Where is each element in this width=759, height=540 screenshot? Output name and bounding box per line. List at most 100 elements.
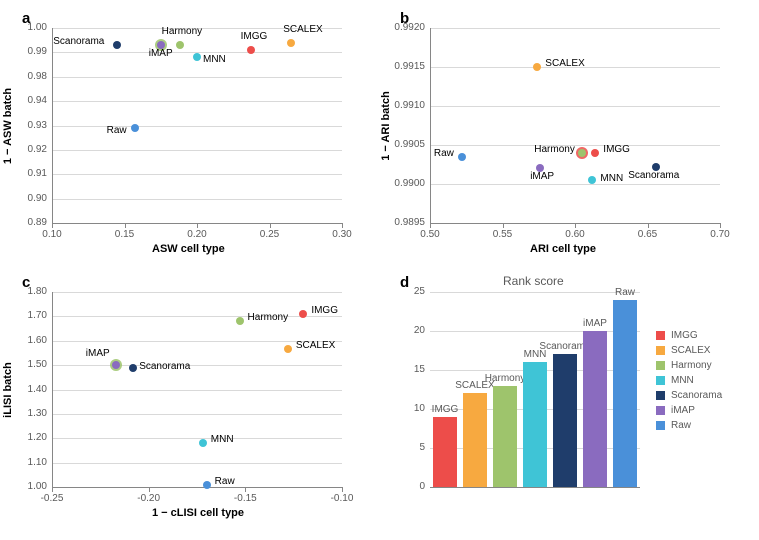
point-label: Harmony: [162, 26, 203, 37]
y-tick: 0.98: [7, 71, 47, 82]
point-label: SCALEX: [545, 58, 584, 69]
point-scanorama: [129, 364, 137, 372]
x-axis-title: ASW cell type: [152, 243, 225, 255]
bar-harmony: [493, 386, 517, 487]
legend-label: Harmony: [671, 360, 712, 371]
legend-label: Scanorama: [671, 390, 722, 401]
y-tick: 1.00: [7, 22, 47, 33]
y-tick: 0.89: [7, 217, 47, 228]
legend-label: Raw: [671, 420, 691, 431]
y-tick: 0.9900: [385, 178, 425, 189]
point-raw: [458, 153, 466, 161]
legend-item: SCALEX: [656, 345, 722, 356]
legend-swatch: [656, 391, 665, 400]
point-label: MNN: [203, 54, 226, 65]
legend-label: IMGG: [671, 330, 698, 341]
y-tick: 1.80: [7, 286, 47, 297]
y-tick: 1.10: [7, 457, 47, 468]
bar-label: IMGG: [432, 404, 459, 415]
y-tick: 1.60: [7, 335, 47, 346]
legend-label: MNN: [671, 375, 694, 386]
point-scalex: [287, 39, 295, 47]
x-tick: 0.50: [416, 229, 444, 240]
point-label: Raw: [215, 476, 235, 487]
y-tick: 0.91: [7, 168, 47, 179]
point-label: iMAP: [86, 348, 110, 359]
point-label: MNN: [211, 434, 234, 445]
point-scalex: [284, 345, 292, 353]
legend: IMGG SCALEX Harmony MNN Scanorama iMAP Raw: [656, 330, 722, 435]
y-tick: 0.9895: [385, 217, 425, 228]
point-imap: [112, 361, 120, 369]
legend-item: Scanorama: [656, 390, 722, 401]
bar-imgg: [433, 417, 457, 487]
bar-imap: [583, 331, 607, 487]
point-label: Scanorama: [139, 361, 190, 372]
x-axis-title: 1 − cLISI cell type: [152, 507, 244, 519]
y-tick: 15: [401, 364, 425, 375]
bar-mnn: [523, 362, 547, 487]
legend-swatch: [656, 361, 665, 370]
point-mnn: [199, 439, 207, 447]
x-axis-title: ARI cell type: [530, 243, 596, 255]
point-label: IMGG: [311, 305, 338, 316]
y-axis-title: 1 − ASW batch: [2, 87, 14, 163]
x-tick: 0.65: [634, 229, 662, 240]
point-raw: [203, 481, 211, 489]
x-tick: 0.10: [38, 229, 66, 240]
y-tick: 25: [401, 286, 425, 297]
legend-item: IMGG: [656, 330, 722, 341]
y-tick: 10: [401, 403, 425, 414]
point-harmony: [176, 41, 184, 49]
y-tick: 1.70: [7, 310, 47, 321]
y-tick: 0.9915: [385, 61, 425, 72]
y-tick: 20: [401, 325, 425, 336]
point-label: Scanorama: [53, 36, 104, 47]
y-tick: 0.90: [7, 193, 47, 204]
bar-scanorama: [553, 354, 577, 487]
panel-d-plot: Rank score0510152025IMGGSCALEXHarmonyMNN…: [430, 292, 640, 487]
y-tick: 1.00: [7, 481, 47, 492]
point-raw: [131, 124, 139, 132]
point-harmony: [578, 149, 586, 157]
point-label: iMAP: [530, 171, 554, 182]
point-label: Harmony: [248, 312, 289, 323]
legend-item: Harmony: [656, 360, 722, 371]
x-tick: -0.15: [231, 493, 259, 504]
point-label: iMAP: [149, 48, 173, 59]
y-tick: 0.9920: [385, 22, 425, 33]
point-label: IMGG: [603, 144, 630, 155]
y-tick: 1.20: [7, 432, 47, 443]
x-tick: 0.55: [489, 229, 517, 240]
x-tick: 0.60: [561, 229, 589, 240]
legend-label: SCALEX: [671, 345, 710, 356]
point-scalex: [533, 63, 541, 71]
point-label: Raw: [107, 125, 127, 136]
point-imgg: [247, 46, 255, 54]
panel-b-plot: 0.98950.99000.99050.99100.99150.99200.50…: [430, 28, 720, 223]
y-tick: 5: [401, 442, 425, 453]
point-label: MNN: [600, 173, 623, 184]
x-tick: -0.10: [328, 493, 356, 504]
point-label: Scanorama: [628, 170, 679, 181]
point-imgg: [299, 310, 307, 318]
bar-label: Raw: [615, 287, 635, 298]
point-imgg: [591, 149, 599, 157]
panel-a-plot: 0.890.900.910.920.930.940.980.991.000.10…: [52, 28, 342, 223]
bar-label: iMAP: [583, 318, 607, 329]
point-harmony: [236, 317, 244, 325]
legend-label: iMAP: [671, 405, 695, 416]
bar-label: Harmony: [485, 373, 526, 384]
point-label: Raw: [434, 148, 454, 159]
bar-scalex: [463, 393, 487, 487]
y-tick: 0.99: [7, 46, 47, 57]
point-label: SCALEX: [296, 340, 335, 351]
point-label: Harmony: [534, 144, 575, 155]
legend-item: MNN: [656, 375, 722, 386]
x-tick: 0.70: [706, 229, 734, 240]
legend-swatch: [656, 346, 665, 355]
legend-swatch: [656, 376, 665, 385]
legend-item: iMAP: [656, 405, 722, 416]
legend-swatch: [656, 421, 665, 430]
panel-c-plot: 1.001.101.201.301.401.501.601.701.80-0.2…: [52, 292, 342, 487]
